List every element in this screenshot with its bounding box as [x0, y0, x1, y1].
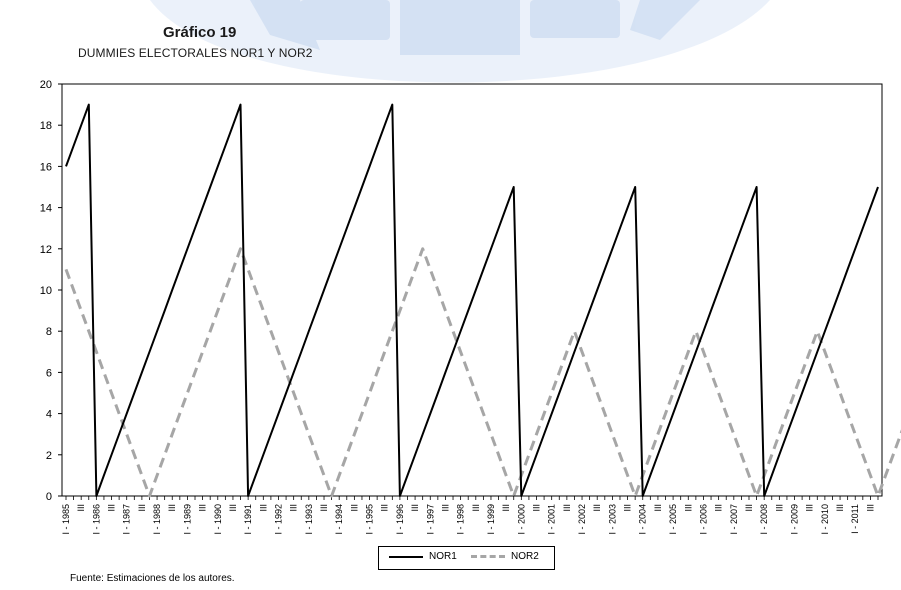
chart-title: Gráfico 19: [163, 24, 237, 41]
x-tick-label: III: [865, 504, 875, 512]
y-tick-label: 10: [40, 285, 52, 297]
x-tick-label: III: [683, 504, 693, 512]
x-tick-label: I - 1993: [304, 504, 314, 535]
y-axis: 0 2 4 6 8 10 12 14 16 18 20: [40, 79, 62, 503]
x-tick-label: I - 1986: [91, 504, 101, 535]
x-tick-label: I - 1987: [122, 504, 132, 535]
x-tick-label: III: [653, 504, 663, 512]
x-tick-label: I - 1985: [61, 504, 71, 535]
y-tick-label: 12: [40, 244, 52, 256]
x-tick-label: I - 1989: [182, 504, 192, 535]
series-line-nor1: [65, 103, 879, 497]
x-tick-label: III: [76, 504, 86, 512]
x-tick-label: III: [258, 504, 268, 512]
x-tick-label: III: [228, 504, 238, 512]
x-tick-label: III: [349, 504, 359, 512]
x-tick-label: III: [380, 504, 390, 512]
x-tick-label: I - 1997: [425, 504, 435, 535]
source-note: Fuente: Estimaciones de los autores.: [70, 573, 235, 584]
x-tick-label: III: [714, 504, 724, 512]
x-tick-label: I - 1994: [334, 504, 344, 535]
y-tick-label: 18: [40, 120, 52, 132]
x-tick-label: III: [744, 504, 754, 512]
x-tick-label: I - 2011: [850, 504, 860, 534]
legend-label-nor2: NOR2: [511, 551, 539, 562]
x-tick-label: III: [167, 504, 177, 512]
x-tick-label: I - 1988: [152, 504, 162, 535]
legend-swatch-nor2: [471, 555, 505, 558]
x-tick-label: I - 1991: [243, 504, 253, 535]
legend-label-nor1: NOR1: [429, 551, 457, 562]
x-tick-label: I - 2003: [607, 504, 617, 535]
x-tick-label: I - 1995: [365, 504, 375, 535]
series-layer: [64, 103, 901, 498]
legend-swatch-nor1: [389, 555, 423, 558]
x-tick-label: III: [410, 504, 420, 512]
x-tick-label: III: [137, 504, 147, 512]
x-tick-label: III: [107, 504, 117, 512]
x-tick-label: I - 2009: [790, 504, 800, 535]
x-tick-label: I - 2005: [668, 504, 678, 535]
x-tick-label: III: [592, 504, 602, 512]
x-tick-label: III: [532, 504, 542, 512]
x-tick-label: I - 2008: [759, 504, 769, 535]
y-tick-label: 16: [40, 161, 52, 173]
x-tick-label: III: [501, 504, 511, 512]
x-tick-label: I - 2007: [729, 504, 739, 535]
y-tick-label: 8: [46, 326, 52, 338]
chart-subtitle: DUMMIES ELECTORALES NOR1 Y NOR2: [78, 46, 313, 60]
y-tick-label: 4: [46, 409, 52, 421]
x-tick-label: I - 2004: [638, 504, 648, 535]
x-axis: I - 1985 III I - 1986 III I - 1987 III I - 198…: [61, 496, 879, 535]
legend: NOR1 NOR2: [378, 546, 555, 570]
x-tick-label: I - 2001: [547, 504, 557, 535]
x-tick-label: III: [623, 504, 633, 512]
y-tick-label: 0: [46, 491, 52, 503]
x-tick-label: III: [471, 504, 481, 512]
x-tick-label: III: [805, 504, 815, 512]
y-tick-label: 2: [46, 450, 52, 462]
legend-item-nor2: NOR2: [471, 551, 539, 562]
x-tick-label: III: [440, 504, 450, 512]
x-tick-label: I - 2000: [516, 504, 526, 535]
x-tick-label: I - 2002: [577, 504, 587, 535]
x-tick-label: I - 1990: [213, 504, 223, 535]
x-tick-label: III: [198, 504, 208, 512]
y-tick-label: 6: [46, 367, 52, 379]
x-tick-label: I - 1992: [273, 504, 283, 535]
series-line-nor2: [64, 247, 901, 498]
x-tick-label: I - 2010: [820, 504, 830, 535]
x-tick-label: III: [562, 504, 572, 512]
x-tick-label: I - 2006: [698, 504, 708, 535]
y-tick-label: 14: [40, 203, 52, 215]
x-tick-label: I - 1996: [395, 504, 405, 535]
watermark-logo: [150, 0, 770, 83]
x-tick-label: I - 1999: [486, 504, 496, 535]
x-tick-label: III: [835, 504, 845, 512]
x-tick-label: III: [319, 504, 329, 512]
x-tick-label: III: [289, 504, 299, 512]
x-tick-label: III: [774, 504, 784, 512]
y-tick-label: 20: [40, 79, 52, 91]
x-tick-label: I - 1998: [456, 504, 466, 535]
legend-item-nor1: NOR1: [389, 551, 457, 562]
